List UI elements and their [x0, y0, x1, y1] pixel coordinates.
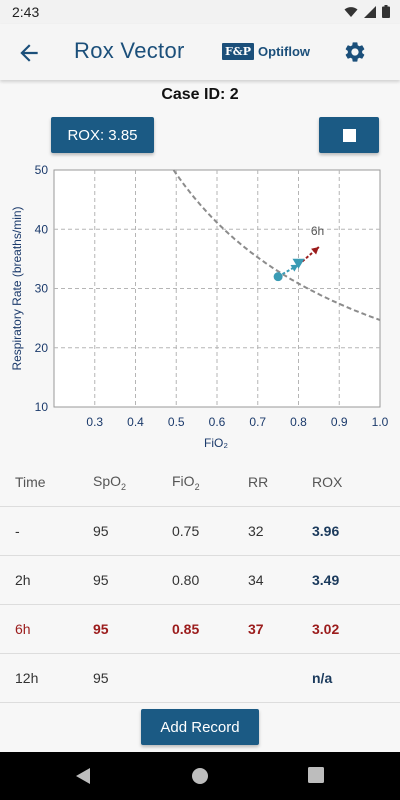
wifi-icon [344, 6, 358, 17]
x-tick-label: 0.8 [290, 415, 307, 429]
header-rox: ROX [312, 458, 400, 507]
recents-nav-icon[interactable] [308, 767, 324, 783]
status-time: 2:43 [12, 4, 40, 20]
table-header-row: Time SpO2 FiO2 RR ROX [0, 458, 400, 507]
header-spo2: SpO2 [93, 458, 172, 507]
logo-name: Optiflow [258, 44, 311, 59]
vector-label: 6h [311, 224, 324, 238]
cell-rox: 3.96 [312, 506, 400, 556]
header-rr: RR [248, 458, 312, 507]
x-tick-label: 0.5 [168, 415, 185, 429]
rox-vector-chart: 0.3 0.4 0.5 0.6 0.7 0.8 0.9 1.0 10 20 30 40 50 FiO₂ Re… [10, 163, 389, 450]
stop-button[interactable] [319, 117, 379, 153]
header-fio2-text: FiO2 [172, 472, 200, 492]
vector-arrowhead [290, 264, 299, 272]
cell-fio2: 0.85 [172, 604, 248, 654]
x-tick-label: 0.7 [249, 415, 266, 429]
cell-time: 2h [0, 555, 93, 605]
cell-fio2 [172, 653, 248, 703]
cell-rox: 3.02 [312, 604, 400, 654]
subscript-2: 2 [121, 481, 127, 492]
y-tick-label: 30 [35, 282, 49, 296]
x-tick-label: 0.6 [209, 415, 226, 429]
x-tick-label: 0.9 [331, 415, 348, 429]
cell-rr: 37 [248, 604, 312, 654]
app-bar: Rox Vector F&P Optiflow [0, 24, 400, 80]
cell-spo2: 95 [93, 506, 172, 556]
y-tick-label: 40 [35, 222, 49, 236]
home-nav-icon[interactable] [191, 767, 209, 785]
cell-spo2: 95 [93, 555, 172, 605]
logo-badge: F&P [222, 43, 255, 60]
table-row[interactable]: - 95 0.75 32 3.96 [0, 506, 400, 556]
cell-rox: n/a [312, 653, 400, 703]
x-tick-label: 0.4 [127, 415, 144, 429]
data-point [292, 258, 305, 269]
y-axis-label: Respiratory Rate (breaths/min) [10, 206, 24, 370]
table-row-highlighted[interactable]: 6h 95 0.85 37 3.02 [0, 604, 400, 654]
cell-rox: 3.49 [312, 555, 400, 605]
cell-rr [248, 653, 312, 703]
cell-time: 6h [0, 604, 93, 654]
add-record-button[interactable]: Add Record [141, 709, 259, 745]
x-axis-label: FiO₂ [204, 436, 228, 450]
gear-icon[interactable] [343, 40, 367, 64]
vector-arrowhead [311, 247, 319, 255]
page-title: Rox Vector [74, 38, 185, 63]
y-tick-label: 50 [35, 163, 49, 177]
cellular-signal-icon [364, 5, 376, 18]
rox-button[interactable]: ROX: 3.85 [51, 117, 154, 153]
status-bar: 2:43 [0, 0, 400, 24]
back-nav-icon[interactable] [74, 767, 92, 785]
subscript-2: 2 [194, 481, 200, 492]
table-row[interactable]: 2h 95 0.80 34 3.49 [0, 555, 400, 605]
data-point [273, 272, 283, 282]
header-fio2: FiO2 [172, 458, 248, 507]
cell-rr: 32 [248, 506, 312, 556]
stop-icon [342, 128, 356, 142]
cell-spo2: 95 [93, 653, 172, 703]
table-row[interactable]: 12h 95 n/a [0, 653, 400, 703]
cell-spo2: 95 [93, 604, 172, 654]
x-tick-label: 0.3 [86, 415, 103, 429]
battery-icon [382, 5, 390, 18]
back-arrow-icon[interactable] [16, 40, 42, 66]
header-spo2-text: SpO2 [93, 472, 127, 492]
vector-line [277, 263, 300, 278]
cell-time: - [0, 506, 93, 556]
cell-fio2: 0.75 [172, 506, 248, 556]
y-tick-label: 20 [35, 341, 49, 355]
cell-rr: 34 [248, 555, 312, 605]
cell-fio2: 0.80 [172, 555, 248, 605]
status-icons [344, 5, 390, 18]
cell-time: 12h [0, 653, 93, 703]
header-time: Time [0, 458, 93, 507]
rox-threshold-curve [172, 169, 381, 321]
y-tick-label: 10 [35, 400, 49, 414]
case-id-label: Case ID: 2 [161, 86, 239, 103]
x-tick-label: 1.0 [372, 415, 389, 429]
navigation-bar [0, 752, 400, 800]
optiflow-logo: F&P Optiflow [222, 43, 310, 60]
records-table: Time SpO2 FiO2 RR ROX - 95 0.75 32 3.96 … [0, 458, 400, 703]
